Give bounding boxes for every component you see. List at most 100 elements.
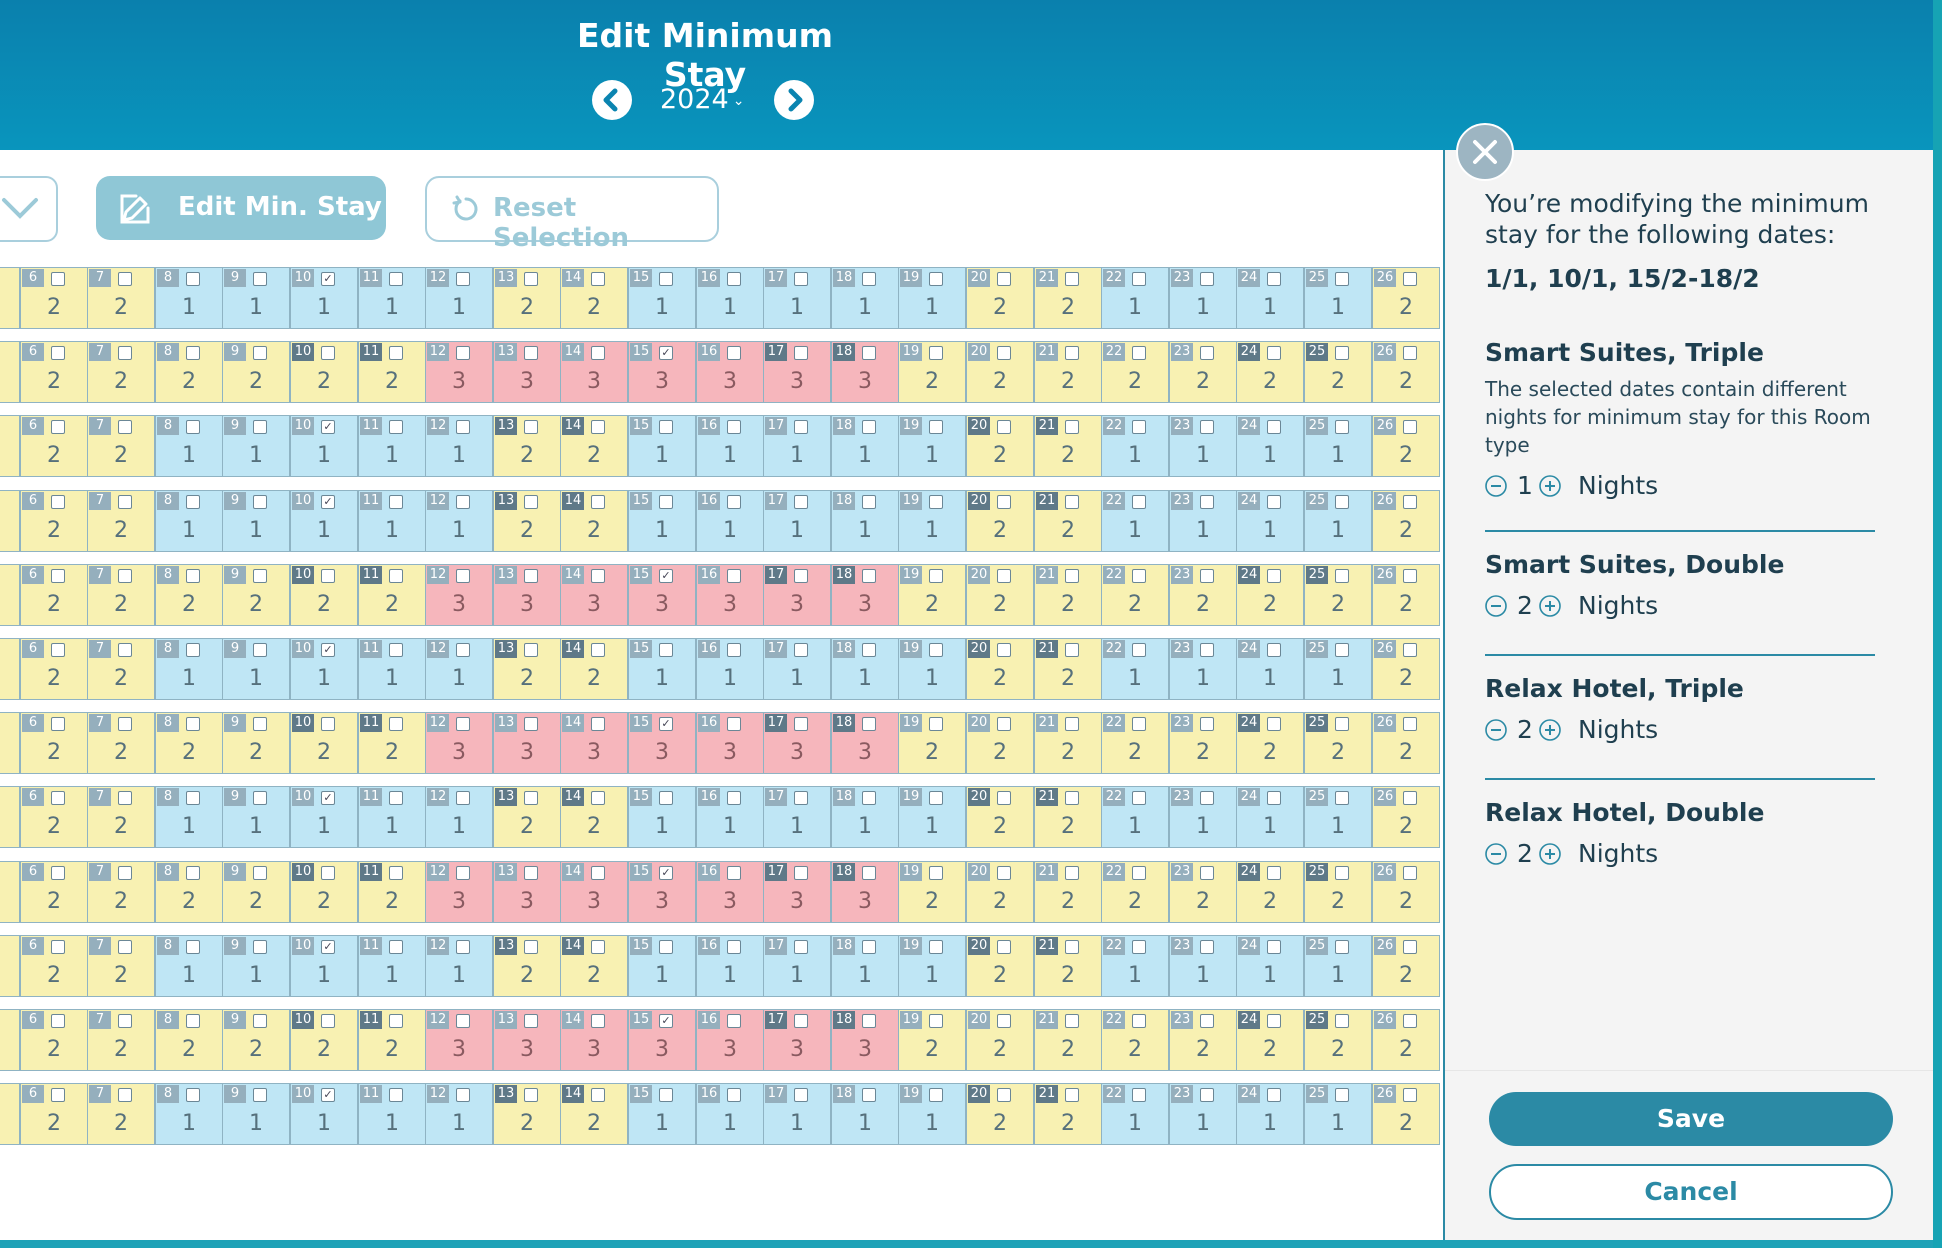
calendar-cell[interactable]: 14 2: [560, 935, 628, 997]
calendar-cell[interactable]: 10 ✓ 1: [290, 1083, 358, 1145]
calendar-cell[interactable]: 13 2: [493, 638, 561, 700]
day-checkbox[interactable]: [186, 791, 200, 805]
day-checkbox[interactable]: [253, 940, 267, 954]
calendar-cell[interactable]: 23 2: [1169, 1009, 1237, 1071]
calendar-cell[interactable]: 23 2: [1169, 712, 1237, 774]
calendar-cell[interactable]: 10 2: [290, 1009, 358, 1071]
day-checkbox[interactable]: [1132, 272, 1146, 286]
day-checkbox[interactable]: [794, 643, 808, 657]
calendar-cell[interactable]: 26 2: [1372, 712, 1440, 774]
day-checkbox[interactable]: [51, 717, 65, 731]
day-checkbox[interactable]: [591, 866, 605, 880]
calendar-cell[interactable]: 11 1: [358, 415, 426, 477]
calendar-cell[interactable]: 23 1: [1169, 267, 1237, 329]
calendar-cell[interactable]: 24 1: [1236, 786, 1304, 848]
day-checkbox[interactable]: ✓: [659, 1014, 673, 1028]
day-checkbox[interactable]: [929, 791, 943, 805]
day-checkbox[interactable]: [1065, 866, 1079, 880]
calendar-cell[interactable]: 14 2: [560, 490, 628, 552]
day-checkbox[interactable]: [659, 1088, 673, 1102]
day-checkbox[interactable]: [1267, 346, 1281, 360]
day-checkbox[interactable]: [591, 643, 605, 657]
day-checkbox[interactable]: [1335, 272, 1349, 286]
calendar-cell[interactable]: 22 1: [1101, 935, 1169, 997]
calendar-cell[interactable]: 15 1: [628, 638, 696, 700]
next-year-button[interactable]: [774, 80, 814, 120]
year-select[interactable]: 2024 ⌄: [660, 84, 750, 115]
calendar-cell[interactable]: 18 3: [831, 712, 899, 774]
calendar-cell[interactable]: 22 1: [1101, 415, 1169, 477]
day-checkbox[interactable]: [727, 866, 741, 880]
day-checkbox[interactable]: [591, 420, 605, 434]
dropdown-button[interactable]: [0, 176, 58, 242]
calendar-cell[interactable]: 18 3: [831, 1009, 899, 1071]
calendar-cell[interactable]: 17 1: [763, 638, 831, 700]
day-checkbox[interactable]: [591, 346, 605, 360]
minus-icon[interactable]: [1485, 475, 1507, 497]
calendar-cell[interactable]: 21 2: [1034, 935, 1102, 997]
calendar-cell[interactable]: 52: [0, 935, 20, 997]
calendar-cell[interactable]: 20 2: [966, 786, 1034, 848]
day-checkbox[interactable]: [1065, 569, 1079, 583]
reset-selection-button[interactable]: Reset Selection: [425, 176, 719, 253]
calendar-cell[interactable]: 25 2: [1304, 1009, 1372, 1071]
calendar-cell[interactable]: 13 2: [493, 490, 561, 552]
day-checkbox[interactable]: [389, 420, 403, 434]
day-checkbox[interactable]: [51, 272, 65, 286]
close-panel-button[interactable]: [1456, 123, 1514, 181]
calendar-cell[interactable]: 23 1: [1169, 1083, 1237, 1145]
day-checkbox[interactable]: [659, 643, 673, 657]
calendar-cell[interactable]: 17 3: [763, 712, 831, 774]
day-checkbox[interactable]: [1335, 866, 1349, 880]
day-checkbox[interactable]: [659, 420, 673, 434]
day-checkbox[interactable]: [794, 495, 808, 509]
calendar-cell[interactable]: 21 2: [1034, 638, 1102, 700]
day-checkbox[interactable]: [929, 643, 943, 657]
day-checkbox[interactable]: [929, 420, 943, 434]
calendar-cell[interactable]: 23 1: [1169, 935, 1237, 997]
calendar-cell[interactable]: 25 1: [1304, 638, 1372, 700]
calendar-cell[interactable]: 14 2: [560, 638, 628, 700]
day-checkbox[interactable]: [591, 495, 605, 509]
day-checkbox[interactable]: [1403, 866, 1417, 880]
day-checkbox[interactable]: [456, 495, 470, 509]
calendar-cell[interactable]: 16 3: [696, 564, 764, 626]
calendar-cell[interactable]: 17 3: [763, 1009, 831, 1071]
day-checkbox[interactable]: [929, 495, 943, 509]
calendar-cell[interactable]: 21 2: [1034, 564, 1102, 626]
day-checkbox[interactable]: [253, 1088, 267, 1102]
day-checkbox[interactable]: [118, 791, 132, 805]
calendar-cell[interactable]: 14 2: [560, 267, 628, 329]
day-checkbox[interactable]: [862, 346, 876, 360]
day-checkbox[interactable]: ✓: [659, 717, 673, 731]
calendar-cell[interactable]: 25 1: [1304, 1083, 1372, 1145]
calendar-cell[interactable]: 24 1: [1236, 638, 1304, 700]
calendar-cell[interactable]: 19 2: [898, 861, 966, 923]
day-checkbox[interactable]: [456, 717, 470, 731]
day-checkbox[interactable]: [1132, 717, 1146, 731]
calendar-cell[interactable]: 25 1: [1304, 935, 1372, 997]
calendar-cell[interactable]: 18 1: [831, 935, 899, 997]
day-checkbox[interactable]: [929, 569, 943, 583]
day-checkbox[interactable]: [1132, 346, 1146, 360]
day-checkbox[interactable]: [1267, 495, 1281, 509]
calendar-cell[interactable]: 22 2: [1101, 564, 1169, 626]
plus-icon[interactable]: [1539, 595, 1561, 617]
day-checkbox[interactable]: [862, 940, 876, 954]
day-checkbox[interactable]: [1267, 866, 1281, 880]
day-checkbox[interactable]: [186, 569, 200, 583]
calendar-cell[interactable]: 11 1: [358, 267, 426, 329]
edit-min-stay-button[interactable]: Edit Min. Stay: [96, 176, 386, 240]
day-checkbox[interactable]: [456, 791, 470, 805]
calendar-cell[interactable]: 22 1: [1101, 490, 1169, 552]
calendar-cell[interactable]: 15 ✓ 3: [628, 712, 696, 774]
